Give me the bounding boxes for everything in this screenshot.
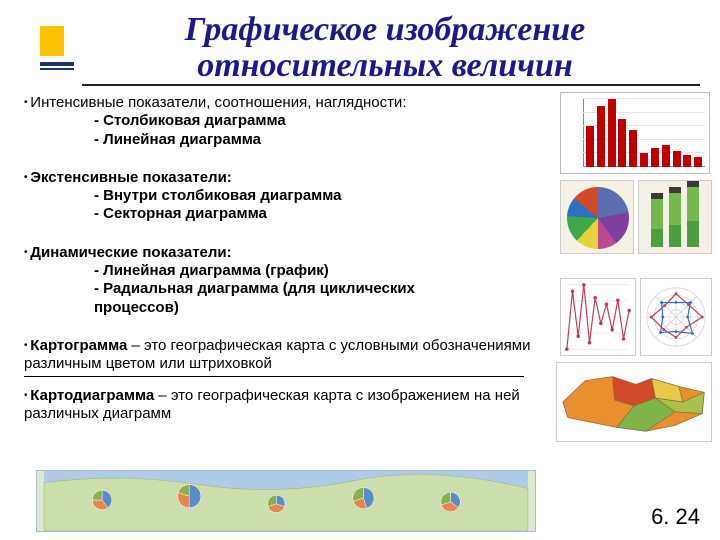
logo-bar-thin [40,68,74,70]
section-intensive-lead: Интенсивные показатели, соотношения, наг… [24,94,544,112]
title-line-2: относительных величин [197,47,573,84]
section-dynamic: Динамические показатели: - Линейная диаг… [24,244,544,317]
mini-cartogram [556,362,712,442]
cartogram-keyword: Картограмма [30,337,127,354]
section-extensive-lead: Экстенсивные показатели: [24,169,544,187]
slide-title: Графическое изображение относительных ве… [18,10,702,85]
logo-bar-thick [40,62,74,66]
mini-stacked-chart [638,180,712,254]
section-dynamic-sub2: - Радиальная диаграмма (для циклических [24,280,544,298]
slide: Графическое изображение относительных ве… [0,0,720,540]
section-intensive: Интенсивные показатели, соотношения, наг… [24,94,544,149]
section-cartodiagram: Картодиаграмма – это географическая карт… [24,387,544,424]
section-extensive-sub1: - Внутри столбиковая диаграмма [24,187,544,205]
section-dynamic-sub3: процессов) [24,299,544,317]
body-text: Интенсивные показатели, соотношения, наг… [24,94,544,423]
section-extensive: Экстенсивные показатели: - Внутри столби… [24,169,544,224]
mini-cartodiagram [36,470,536,532]
section-intensive-sub1: - Столбиковая диаграмма [24,112,544,130]
title-underline [82,84,700,86]
mini-bar-chart [560,92,710,174]
mini-pie-chart [560,180,634,254]
title-line-1: Графическое изображение [185,11,586,48]
section-cartogram: Картограмма – это географическая карта с… [24,337,544,377]
section-dynamic-lead: Динамические показатели: [24,244,544,262]
logo-block [40,26,74,94]
mini-line-chart [560,278,636,356]
logo-yellow-square [40,26,64,56]
section-intensive-sub2: - Линейная диаграмма [24,131,544,149]
page-number: 6. 24 [651,504,700,530]
mini-radar-chart [640,278,712,356]
section-extensive-sub2: - Секторная диаграмма [24,205,544,223]
section-dynamic-sub1: - Линейная диаграмма (график) [24,262,544,280]
cartodiagram-keyword: Картодиаграмма [30,387,154,404]
cartogram-underline [24,376,524,377]
